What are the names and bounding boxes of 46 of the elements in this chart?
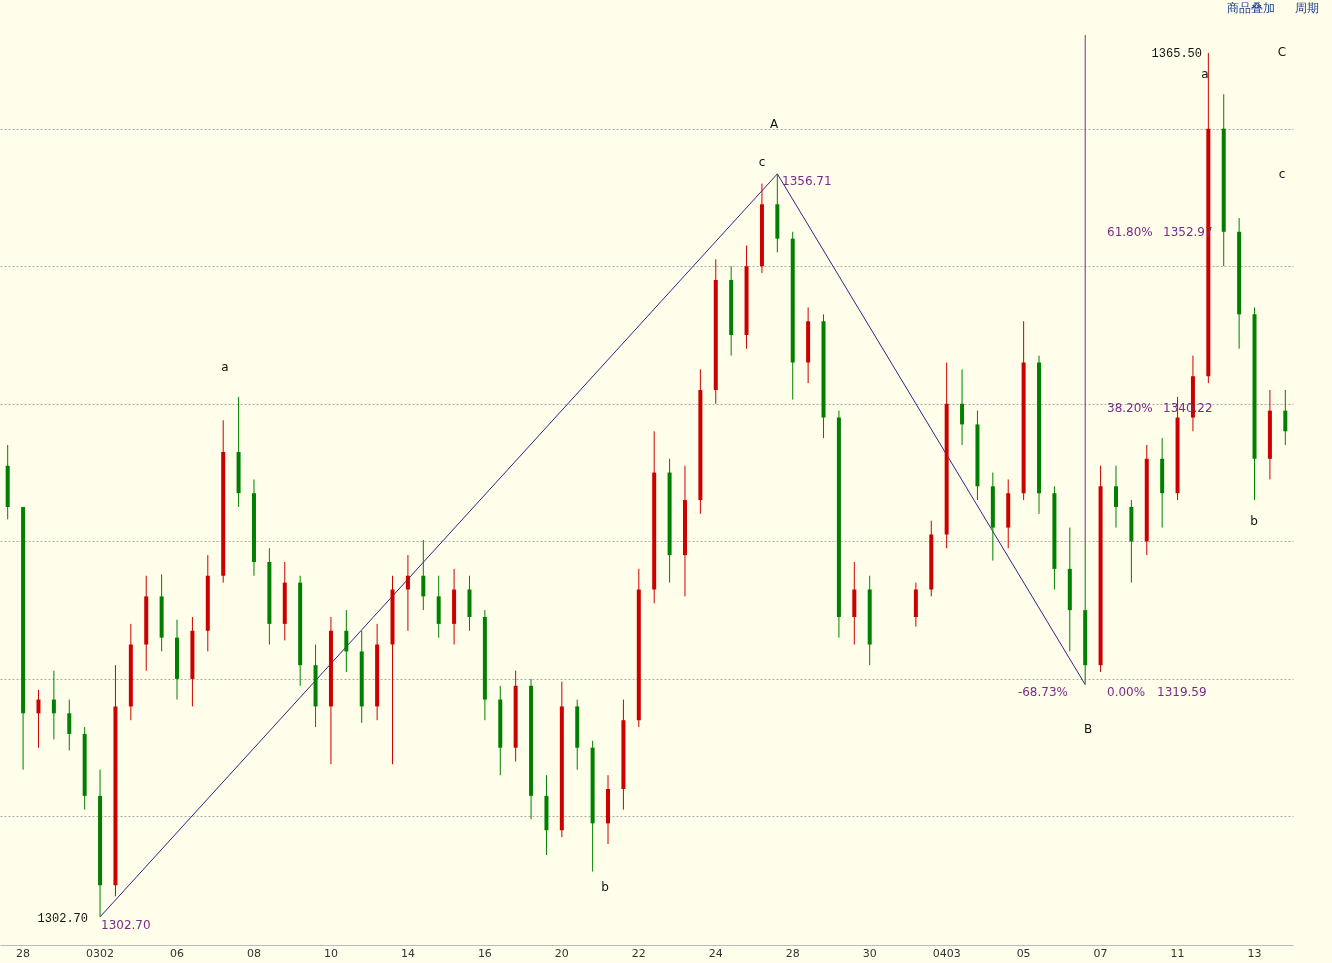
text: 周期: [1295, 1, 1319, 15]
annotation: 1365.50: [1151, 47, 1202, 61]
annotation: c: [1278, 167, 1286, 181]
candlestick: [36, 689, 41, 749]
candlestick: [405, 554, 410, 632]
text: 1302.70: [101, 918, 151, 932]
annotation: b: [601, 880, 609, 894]
x-tick-label: 08: [246, 946, 261, 960]
annotation: a: [1201, 67, 1209, 81]
x-tick-label: 14: [400, 946, 415, 960]
x-tick-label: 0302: [86, 946, 115, 960]
text: 商品叠加: [1227, 1, 1275, 15]
x-tick-label: 07: [1093, 946, 1108, 960]
candlestick: [67, 699, 72, 751]
x-tick-label: 30: [862, 946, 877, 960]
candlestick: [421, 539, 426, 611]
x-tick-label: 05: [1016, 946, 1031, 960]
x-tick-label: 28: [16, 946, 31, 960]
x-tick-label: 22: [631, 946, 646, 960]
candlestick: [960, 368, 965, 446]
annotation: A: [769, 117, 779, 131]
x-tick-label: 20: [554, 946, 569, 960]
x-tick-label: 06: [170, 946, 185, 960]
candlestick: [344, 609, 349, 673]
annotation: 1356.71: [782, 174, 832, 188]
annotation: 61.80%: [1107, 225, 1153, 239]
x-tick-label: 13: [1247, 946, 1262, 960]
annotation: c: [758, 155, 766, 169]
candlestick: [1113, 465, 1118, 529]
x-tick-label: 11: [1170, 946, 1185, 960]
candlestick: [51, 670, 56, 740]
annotation: b: [1250, 514, 1258, 528]
annotation: -68.73%: [1017, 685, 1068, 699]
x-tick-label: 28: [785, 946, 800, 960]
x-tick-label: 0403: [932, 946, 961, 960]
annotation: 1302.70: [37, 912, 88, 926]
annotation: 1319.59: [1157, 685, 1207, 699]
x-tick-label: 16: [477, 946, 492, 960]
annotation: 38.20%: [1107, 401, 1153, 415]
annotation: C: [1277, 45, 1287, 59]
annotation: a: [221, 360, 229, 374]
annotation: B: [1083, 722, 1093, 736]
x-tick-label: 24: [708, 946, 723, 960]
candlestick: [1283, 389, 1288, 446]
annotation: 0.00%: [1107, 685, 1146, 699]
x-tick-label: 10: [323, 946, 338, 960]
